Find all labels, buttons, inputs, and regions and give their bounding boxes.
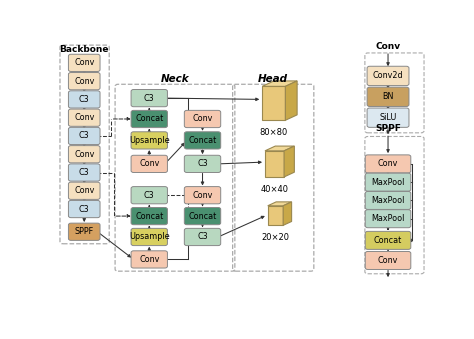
Text: C3: C3 (144, 191, 155, 200)
Polygon shape (265, 151, 284, 177)
FancyBboxPatch shape (68, 91, 100, 108)
Text: Conv: Conv (74, 150, 94, 159)
FancyBboxPatch shape (131, 111, 167, 127)
Polygon shape (268, 202, 292, 206)
FancyBboxPatch shape (184, 186, 221, 204)
FancyBboxPatch shape (131, 207, 167, 225)
Text: Conv: Conv (192, 115, 213, 123)
Text: SPPF: SPPF (75, 227, 94, 236)
FancyBboxPatch shape (68, 223, 100, 240)
FancyBboxPatch shape (68, 146, 100, 163)
Text: Conv: Conv (378, 256, 398, 265)
Text: MaxPool: MaxPool (371, 178, 405, 187)
Text: 80×80: 80×80 (260, 128, 288, 137)
Text: Conv: Conv (74, 186, 94, 195)
Text: Concat: Concat (135, 212, 164, 221)
Text: Concat: Concat (188, 212, 217, 221)
Text: Conv: Conv (74, 77, 94, 86)
Text: Head: Head (258, 74, 288, 83)
FancyBboxPatch shape (367, 66, 409, 85)
FancyBboxPatch shape (68, 109, 100, 126)
FancyBboxPatch shape (131, 155, 167, 173)
Text: Conv2d: Conv2d (373, 72, 403, 80)
FancyBboxPatch shape (367, 108, 409, 127)
Text: Conv: Conv (378, 159, 398, 168)
Text: 20×20: 20×20 (262, 233, 290, 242)
Text: 40×40: 40×40 (261, 185, 289, 194)
Text: Upsample: Upsample (129, 136, 170, 145)
Polygon shape (284, 146, 294, 177)
FancyBboxPatch shape (131, 89, 167, 107)
FancyBboxPatch shape (365, 231, 411, 250)
FancyBboxPatch shape (365, 192, 411, 210)
FancyBboxPatch shape (68, 200, 100, 218)
Text: MaxPool: MaxPool (371, 214, 405, 223)
Text: C3: C3 (197, 159, 208, 168)
Text: C3: C3 (197, 233, 208, 241)
FancyBboxPatch shape (131, 186, 167, 204)
Text: MaxPool: MaxPool (371, 196, 405, 205)
Text: Concat: Concat (188, 136, 217, 145)
FancyBboxPatch shape (68, 164, 100, 181)
Polygon shape (262, 81, 297, 86)
Text: Backbone: Backbone (59, 45, 109, 54)
Polygon shape (268, 206, 283, 225)
FancyBboxPatch shape (184, 228, 221, 245)
FancyBboxPatch shape (68, 127, 100, 144)
FancyBboxPatch shape (184, 155, 221, 173)
Text: C3: C3 (79, 132, 90, 140)
Text: SiLU: SiLU (379, 113, 397, 122)
FancyBboxPatch shape (365, 210, 411, 228)
FancyBboxPatch shape (68, 54, 100, 72)
Polygon shape (283, 202, 292, 225)
FancyBboxPatch shape (184, 207, 221, 225)
Text: C3: C3 (79, 168, 90, 177)
Text: Concat: Concat (374, 236, 402, 245)
FancyBboxPatch shape (367, 87, 409, 106)
FancyBboxPatch shape (184, 132, 221, 149)
Text: SPPF: SPPF (375, 124, 401, 133)
Text: Conv: Conv (192, 191, 213, 200)
Text: Conv: Conv (74, 113, 94, 122)
FancyBboxPatch shape (365, 173, 411, 191)
FancyBboxPatch shape (365, 155, 411, 173)
FancyBboxPatch shape (184, 111, 221, 127)
Text: C3: C3 (79, 95, 90, 104)
Text: Conv: Conv (139, 255, 159, 264)
Polygon shape (265, 146, 294, 151)
FancyBboxPatch shape (68, 182, 100, 199)
Polygon shape (285, 81, 297, 120)
Text: Conv: Conv (375, 42, 401, 51)
FancyBboxPatch shape (131, 251, 167, 268)
Polygon shape (262, 86, 285, 120)
Text: Upsample: Upsample (129, 233, 170, 241)
FancyBboxPatch shape (131, 132, 167, 149)
Text: BN: BN (383, 92, 394, 101)
Text: C3: C3 (79, 204, 90, 214)
Text: Neck: Neck (161, 74, 189, 83)
FancyBboxPatch shape (131, 228, 167, 245)
Text: Conv: Conv (139, 159, 159, 168)
Text: C3: C3 (144, 94, 155, 103)
FancyBboxPatch shape (68, 73, 100, 90)
FancyBboxPatch shape (365, 252, 411, 270)
Text: Concat: Concat (135, 115, 164, 123)
Text: Conv: Conv (74, 58, 94, 67)
